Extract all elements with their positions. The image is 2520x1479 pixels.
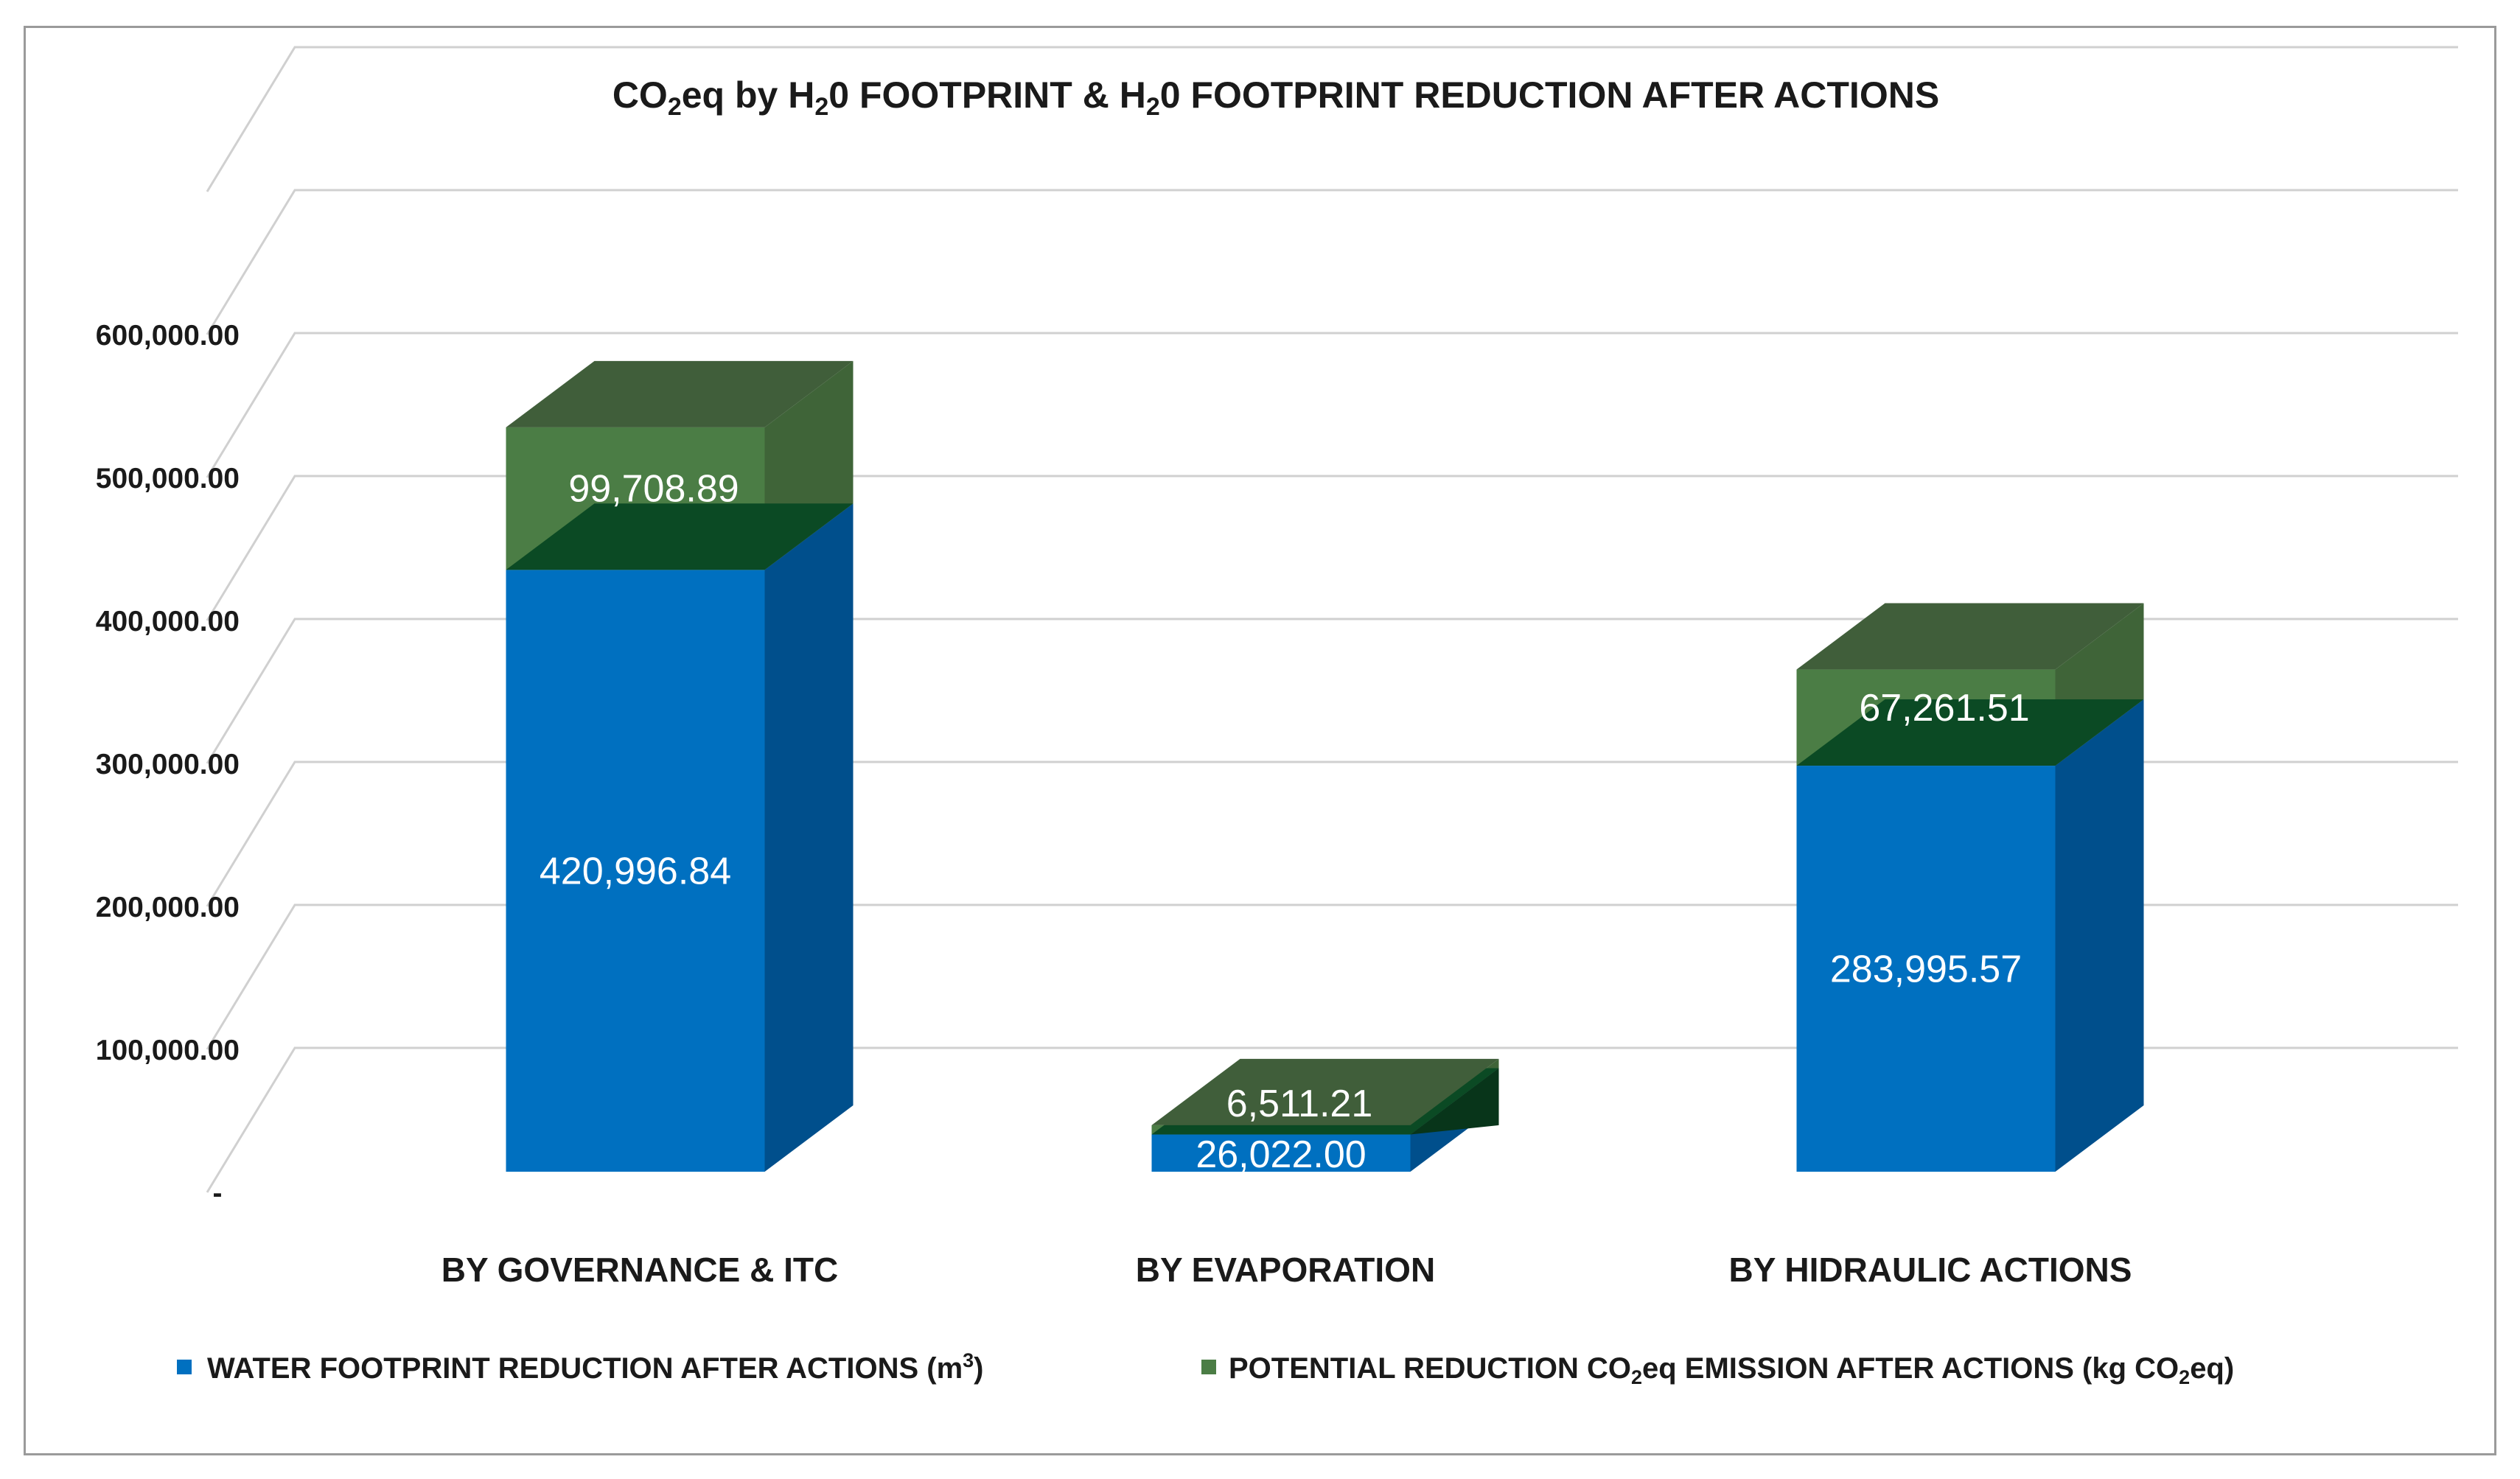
legend-swatch-water — [177, 1360, 192, 1374]
legend-label-co2: POTENTIAL REDUCTION CO2eq EMISSION AFTER… — [1229, 1352, 2234, 1388]
category-label: BY EVAPORATION — [1136, 1251, 1435, 1289]
chart-title: CO2eq by H20 FOOTPRINT & H20 FOOTPRINT R… — [612, 74, 1939, 121]
bar-top-face — [1796, 603, 2144, 670]
bar-top-face — [1151, 1058, 1499, 1125]
value-label-water: 420,996.84 — [540, 850, 731, 893]
gridline — [206, 46, 2458, 192]
value-label-co2: 99,708.89 — [568, 468, 739, 511]
gridline — [206, 618, 2458, 764]
bars: 420,996.84 99,708.89 26,022.00 6,511.21 283,… — [506, 360, 2144, 1176]
value-label-water: 26,022.00 — [1196, 1133, 1366, 1176]
gridline — [206, 761, 2458, 907]
category-label: BY GOVERNANCE & ITC — [441, 1251, 838, 1289]
y-tick-label: 300,000.00 — [96, 749, 240, 780]
bar-group: 26,022.00 6,511.21 — [1151, 1058, 1499, 1176]
bar-water-front — [506, 570, 765, 1172]
bar-water-front — [1796, 766, 2056, 1172]
bar-top-face — [506, 360, 854, 427]
legend-swatch-co2 — [1201, 1360, 1216, 1374]
legend-label-water: WATER FOOTPRINT REDUCTION AFTER ACTIONS … — [207, 1349, 984, 1385]
gridlines — [206, 46, 2458, 1193]
value-label-co2: 6,511.21 — [1226, 1083, 1373, 1125]
value-label-co2: 67,261.51 — [1859, 687, 2029, 730]
bar-group: 283,995.57 67,261.51 — [1796, 603, 2144, 1172]
category-labels: BY GOVERNANCE & ITC BY EVAPORATION BY HIDR… — [441, 1251, 2132, 1289]
y-tick-label: 100,000.00 — [96, 1035, 240, 1066]
chart-frame: CO2eq by H20 FOOTPRINT & H20 FOOTPRINT R… — [24, 26, 2496, 1455]
bar-co2-inner-side — [1410, 1068, 1499, 1135]
gridline — [206, 903, 2458, 1050]
bar-water-side — [764, 503, 854, 1172]
y-tick-label: 200,000.00 — [96, 892, 240, 923]
bar-water-front — [1151, 1134, 1411, 1172]
y-tick-label: 400,000.00 — [96, 606, 240, 637]
y-tick-label: 600,000.00 — [96, 320, 240, 352]
gridline — [206, 332, 2458, 478]
y-tick-label: 500,000.00 — [96, 463, 240, 494]
gridline — [206, 1046, 2458, 1193]
bar-water-side — [2055, 699, 2144, 1172]
bar-co2-inner — [1796, 699, 2144, 766]
category-label: BY HIDRAULIC ACTIONS — [1729, 1251, 2132, 1289]
y-tick-label: - — [213, 1178, 223, 1209]
bar-co2-inner — [506, 503, 854, 570]
bar-group: 420,996.84 99,708.89 — [506, 360, 854, 1172]
chart-svg: CO2eq by H20 FOOTPRINT & H20 FOOTPRINT R… — [96, 46, 2458, 1388]
y-axis-ticks: - 100,000.00 200,000.00 300,000.00 400,000.0… — [96, 320, 240, 1209]
gridline — [206, 189, 2458, 335]
value-label-water: 283,995.57 — [1830, 948, 2022, 991]
gridline — [206, 475, 2458, 621]
legend: WATER FOOTPRINT REDUCTION AFTER ACTIONS … — [177, 1349, 2234, 1388]
